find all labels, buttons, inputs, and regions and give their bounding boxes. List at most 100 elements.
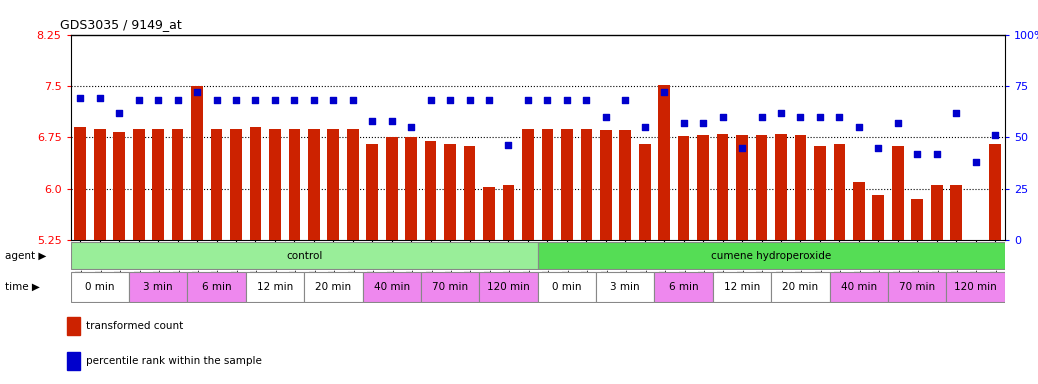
Point [734, 144, 750, 151]
Bar [989, 144, 1001, 240]
Point [247, 97, 264, 103]
Bar [678, 136, 689, 240]
Bar [480, 272, 538, 302]
Text: transformed count: transformed count [85, 321, 183, 331]
Bar [814, 146, 826, 240]
Point [558, 97, 575, 103]
Point [169, 97, 186, 103]
Text: 3 min: 3 min [143, 282, 173, 292]
Text: 0 min: 0 min [552, 282, 581, 292]
Bar [75, 127, 86, 240]
Text: control: control [285, 251, 323, 261]
Point [189, 89, 206, 95]
Bar [620, 131, 631, 240]
Text: percentile rank within the sample: percentile rank within the sample [85, 356, 262, 366]
Point [714, 114, 731, 120]
Point [383, 118, 400, 124]
Bar [795, 135, 807, 240]
Bar [67, 352, 80, 370]
Bar [171, 129, 184, 240]
Bar [444, 144, 456, 240]
Point [967, 159, 984, 165]
Bar [736, 135, 747, 240]
Point [72, 95, 88, 101]
Point [345, 97, 361, 103]
Bar [698, 135, 709, 240]
Bar [249, 127, 262, 240]
Bar [713, 272, 771, 302]
Bar [775, 134, 787, 240]
Point [227, 97, 244, 103]
Bar [191, 86, 203, 240]
Point [111, 109, 128, 116]
Bar [347, 129, 359, 240]
Point [422, 97, 439, 103]
Bar [425, 141, 436, 240]
Point [694, 120, 711, 126]
Point [792, 114, 809, 120]
Bar [153, 129, 164, 240]
Bar [421, 272, 480, 302]
Bar [405, 137, 417, 240]
Bar [538, 242, 1005, 269]
Text: time ▶: time ▶ [5, 282, 40, 292]
Bar [580, 129, 592, 240]
Text: agent ▶: agent ▶ [5, 251, 47, 261]
Text: 40 min: 40 min [841, 282, 877, 292]
Bar [464, 146, 475, 240]
Point [325, 97, 342, 103]
Point [364, 118, 381, 124]
Bar [94, 129, 106, 240]
Point [617, 97, 633, 103]
Point [500, 142, 517, 149]
Bar [289, 129, 300, 240]
Point [209, 97, 225, 103]
Bar [596, 272, 654, 302]
Bar [931, 185, 943, 240]
Text: 6 min: 6 min [668, 282, 699, 292]
Point [149, 97, 166, 103]
Text: 0 min: 0 min [85, 282, 114, 292]
Point [831, 114, 848, 120]
Bar [304, 272, 362, 302]
Text: 120 min: 120 min [954, 282, 996, 292]
Point [772, 109, 789, 116]
Text: GDS3035 / 9149_at: GDS3035 / 9149_at [60, 18, 182, 31]
Bar [366, 144, 378, 240]
Text: 40 min: 40 min [374, 282, 410, 292]
Bar [716, 134, 729, 240]
Bar [246, 272, 304, 302]
Text: 70 min: 70 min [432, 282, 468, 292]
Bar [947, 272, 1005, 302]
Text: 70 min: 70 min [899, 282, 935, 292]
Point [676, 120, 692, 126]
Text: 12 min: 12 min [256, 282, 293, 292]
Point [442, 97, 459, 103]
Text: 20 min: 20 min [783, 282, 819, 292]
Bar [502, 185, 514, 240]
Bar [483, 187, 495, 240]
Point [598, 114, 614, 120]
Bar [327, 129, 339, 240]
Point [928, 151, 945, 157]
Point [890, 120, 906, 126]
Point [987, 132, 1004, 138]
Bar [542, 129, 553, 240]
Bar [522, 129, 534, 240]
Bar [600, 131, 611, 240]
Point [656, 89, 673, 95]
Bar [756, 135, 767, 240]
Point [520, 97, 537, 103]
Text: 120 min: 120 min [487, 282, 529, 292]
Bar [386, 137, 398, 240]
Bar [67, 317, 80, 335]
Point [267, 97, 283, 103]
Point [286, 97, 303, 103]
Bar [892, 146, 903, 240]
Point [812, 114, 828, 120]
Bar [853, 182, 865, 240]
Text: 3 min: 3 min [610, 282, 640, 292]
Bar [654, 272, 713, 302]
Bar [658, 84, 671, 240]
Text: 12 min: 12 min [723, 282, 760, 292]
